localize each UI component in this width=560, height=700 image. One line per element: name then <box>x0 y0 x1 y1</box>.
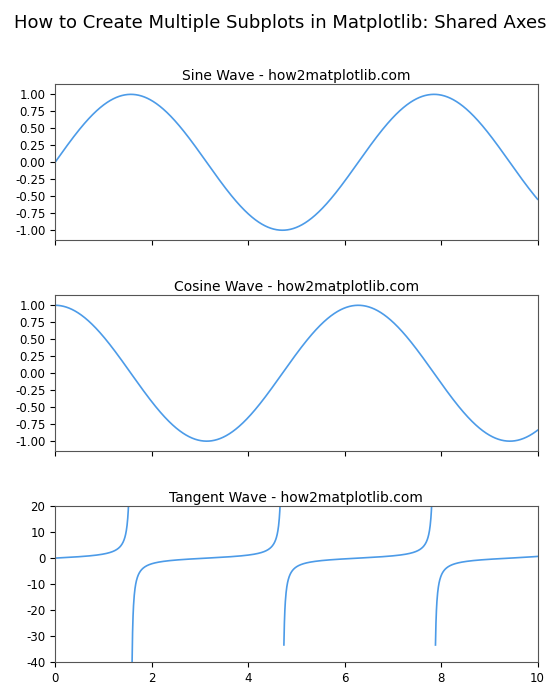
Text: How to Create Multiple Subplots in Matplotlib: Shared Axes: How to Create Multiple Subplots in Matpl… <box>14 14 546 32</box>
Title: Tangent Wave - how2matplotlib.com: Tangent Wave - how2matplotlib.com <box>169 491 423 505</box>
Title: Sine Wave - how2matplotlib.com: Sine Wave - how2matplotlib.com <box>182 69 410 83</box>
Title: Cosine Wave - how2matplotlib.com: Cosine Wave - how2matplotlib.com <box>174 280 419 294</box>
